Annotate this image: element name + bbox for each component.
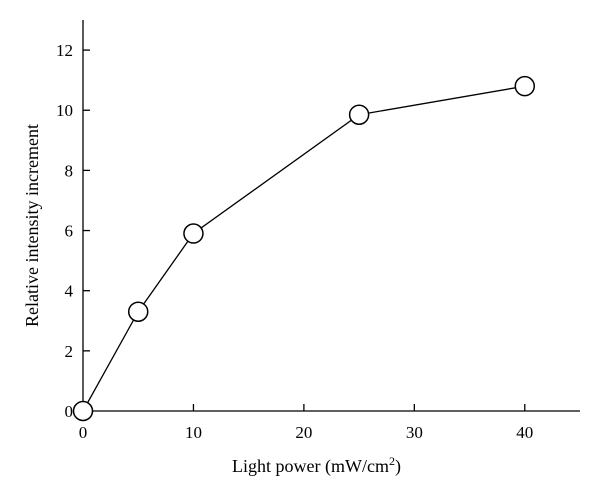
x-tick-label: 30	[406, 423, 423, 442]
y-tick-label: 12	[56, 41, 73, 60]
data-point	[514, 75, 536, 97]
y-tick-label: 10	[56, 101, 73, 120]
data-point	[72, 400, 94, 422]
y-tick-label: 2	[65, 342, 74, 361]
plot-area: 0 2 4 6 8 10 12 0 10 20 30 40	[56, 20, 580, 442]
data-point	[127, 301, 149, 322]
y-tick-label: 6	[65, 222, 74, 241]
y-tick-label: 0	[65, 402, 74, 421]
series-line	[82, 85, 525, 412]
data-point	[183, 223, 204, 244]
x-axis-title-suffix: )	[395, 456, 401, 477]
x-axis-title-main: Light power (mW/cm	[232, 456, 389, 477]
y-axis-title: Relative intensity increment	[22, 124, 42, 327]
y-ticks: 0 2 4 6 8 10 12	[56, 41, 90, 421]
x-tick-label: 10	[185, 423, 202, 442]
x-tick-label: 40	[516, 423, 533, 442]
x-tick-label: 0	[79, 423, 88, 442]
y-tick-label: 8	[65, 161, 74, 180]
data-point	[348, 104, 370, 125]
x-axis-title: Light power (mW/cm2)	[232, 454, 401, 477]
data-markers	[72, 75, 536, 422]
y-tick-label: 4	[65, 282, 74, 301]
x-ticks: 0 10 20 30 40	[79, 404, 533, 442]
x-tick-label: 20	[295, 423, 312, 442]
x-axis-title-superscript: 2	[389, 454, 395, 468]
